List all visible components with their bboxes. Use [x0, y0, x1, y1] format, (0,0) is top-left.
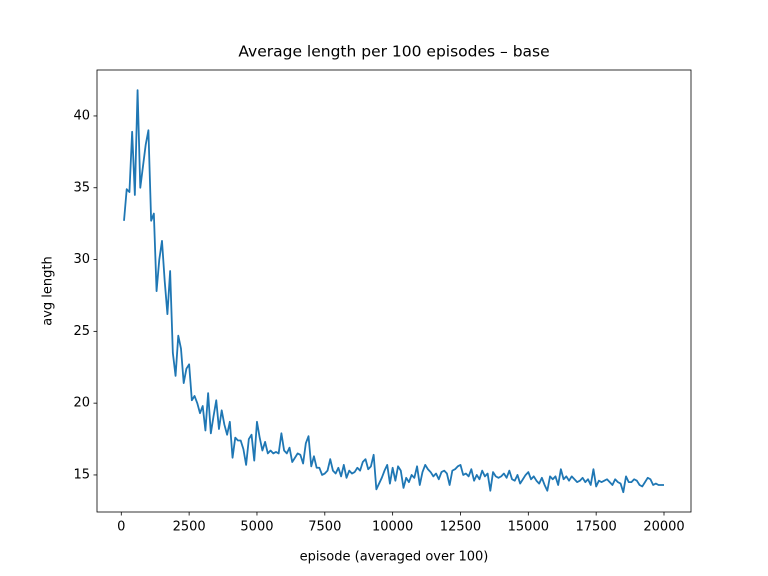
y-tick-label: 20 — [73, 396, 90, 411]
y-axis-label: avg length — [41, 256, 56, 325]
x-tick-label: 0 — [117, 520, 125, 535]
x-tick-label: 17500 — [575, 520, 616, 535]
y-tick-label: 30 — [73, 252, 90, 267]
x-tick-label: 10000 — [372, 520, 413, 535]
y-tick-label: 35 — [73, 180, 90, 195]
plot-frame — [96, 69, 692, 513]
y-tick-label: 15 — [73, 467, 90, 482]
x-tick-label: 7500 — [308, 520, 341, 535]
x-tick-label: 20000 — [643, 520, 684, 535]
y-tick-label: 40 — [73, 108, 90, 123]
data-line — [123, 89, 664, 494]
x-tick-label: 5000 — [240, 520, 273, 535]
y-tick-label: 25 — [73, 324, 90, 339]
x-axis-label: episode (averaged over 100) — [300, 550, 489, 565]
x-tick-label: 2500 — [173, 520, 206, 535]
chart-title: Average length per 100 episodes – base — [238, 43, 549, 61]
x-tick-label: 15000 — [508, 520, 549, 535]
x-tick-label: 12500 — [440, 520, 481, 535]
